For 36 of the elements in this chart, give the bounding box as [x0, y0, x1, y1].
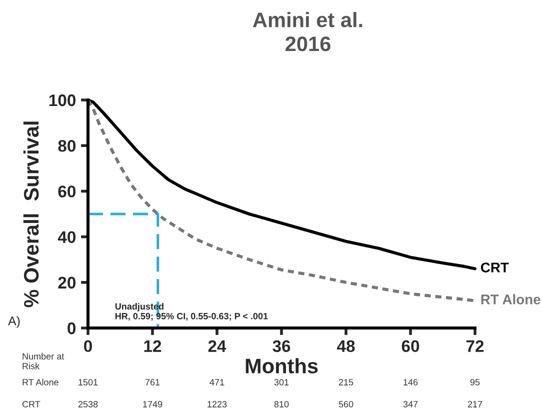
y-tick-label: 60	[58, 186, 76, 198]
text: 301	[274, 379, 289, 386]
text: Number at Risk	[22, 352, 64, 370]
text: 471	[210, 379, 224, 386]
text: 761	[145, 379, 160, 386]
text: 347	[403, 401, 418, 408]
x-tick-label: 24	[208, 340, 226, 352]
y-tick-label: 0	[68, 322, 76, 334]
text: 1223	[208, 401, 227, 408]
x-tick-label: 72	[466, 340, 484, 352]
x-tick-label: 0	[84, 340, 92, 352]
x-tick-label: 48	[336, 340, 355, 352]
series-label: RT Alone	[481, 294, 540, 304]
text: RT Alone	[22, 378, 58, 386]
x-tick-label: 60	[402, 340, 420, 352]
text: 217	[468, 401, 482, 408]
y-tick-label: 40	[58, 231, 76, 244]
text: 810	[274, 401, 289, 408]
x-tick-label: 12	[144, 340, 162, 352]
text: 215	[338, 379, 354, 386]
series-label: CRT	[480, 262, 509, 272]
text: A)	[8, 316, 20, 328]
text: 2538	[78, 401, 98, 408]
y-tick-label: 100	[49, 94, 76, 106]
x-axis-title: Months	[246, 358, 318, 374]
text: 146	[404, 379, 418, 386]
text: CRT	[22, 401, 40, 408]
text: 95	[470, 379, 480, 386]
chart-title: Amini et al. 2016	[252, 12, 362, 52]
text: 1749	[143, 401, 162, 408]
x-tick-label: 36	[272, 340, 290, 352]
y-tick-label: 80	[58, 140, 76, 152]
text: 1501	[78, 379, 98, 386]
y-axis-title: % Overall Survival	[23, 122, 39, 308]
text: 560	[338, 401, 354, 408]
y-tick-label: 20	[58, 276, 76, 289]
